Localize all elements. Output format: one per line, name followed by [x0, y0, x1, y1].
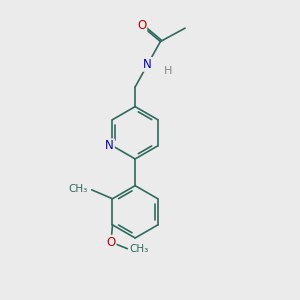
Text: N: N	[143, 58, 152, 71]
Text: CH₃: CH₃	[69, 184, 88, 194]
Text: CH₃: CH₃	[130, 244, 149, 254]
Text: O: O	[137, 19, 146, 32]
Text: H: H	[164, 66, 172, 76]
Text: O: O	[106, 236, 116, 249]
Text: N: N	[105, 139, 114, 152]
